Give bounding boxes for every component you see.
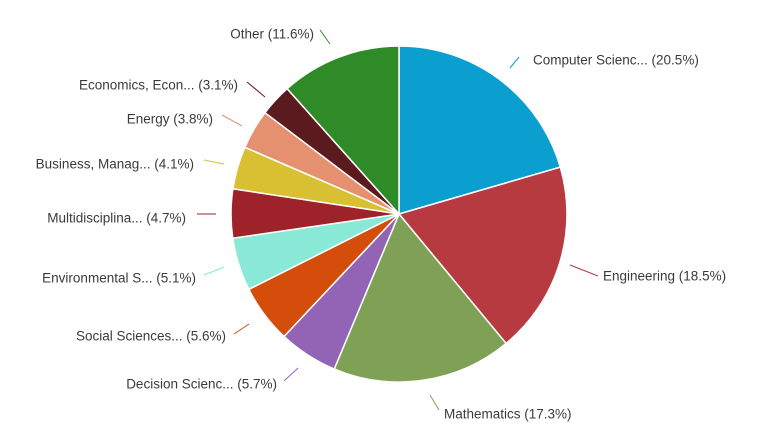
- data-label-3: Mathematics (17.3%): [444, 407, 572, 422]
- leader-line-10: [246, 81, 266, 98]
- pie-slice-2: [397, 166, 568, 345]
- data-label-8: Business, Manag... (4.1%): [36, 157, 194, 172]
- leader-line-6: [203, 266, 225, 276]
- data-label-11: Other (11.6%): [230, 27, 314, 42]
- pie-slice-11: [286, 45, 400, 216]
- leader-line-9: [221, 114, 243, 127]
- leader-line-8: [203, 159, 225, 165]
- pie-slice-3: [333, 212, 508, 383]
- leader-line-4: [283, 367, 299, 382]
- pie-slices: [230, 45, 568, 383]
- leader-line-2: [569, 264, 599, 277]
- leader-line-5: [233, 323, 250, 335]
- data-label-6: Environmental S... (5.1%): [42, 271, 196, 286]
- leader-line-1: [509, 56, 520, 69]
- data-label-1: Computer Scienc... (20.5%): [533, 53, 699, 68]
- leader-lines: [197, 29, 599, 411]
- data-labels: Computer Scienc... (20.5%) Engineering (1…: [36, 27, 726, 422]
- data-label-4: Decision Scienc... (5.7%): [126, 377, 277, 392]
- pie-slice-1: [398, 45, 562, 215]
- data-label-2: Engineering (18.5%): [603, 269, 726, 284]
- leader-line-11: [319, 29, 331, 45]
- data-label-5: Social Sciences... (5.6%): [76, 329, 226, 344]
- leader-line-3: [429, 394, 440, 411]
- data-label-10: Economics, Econ... (3.1%): [79, 78, 238, 93]
- data-label-9: Energy (3.8%): [127, 112, 213, 127]
- data-label-7: Multidisciplina... (4.7%): [47, 211, 186, 226]
